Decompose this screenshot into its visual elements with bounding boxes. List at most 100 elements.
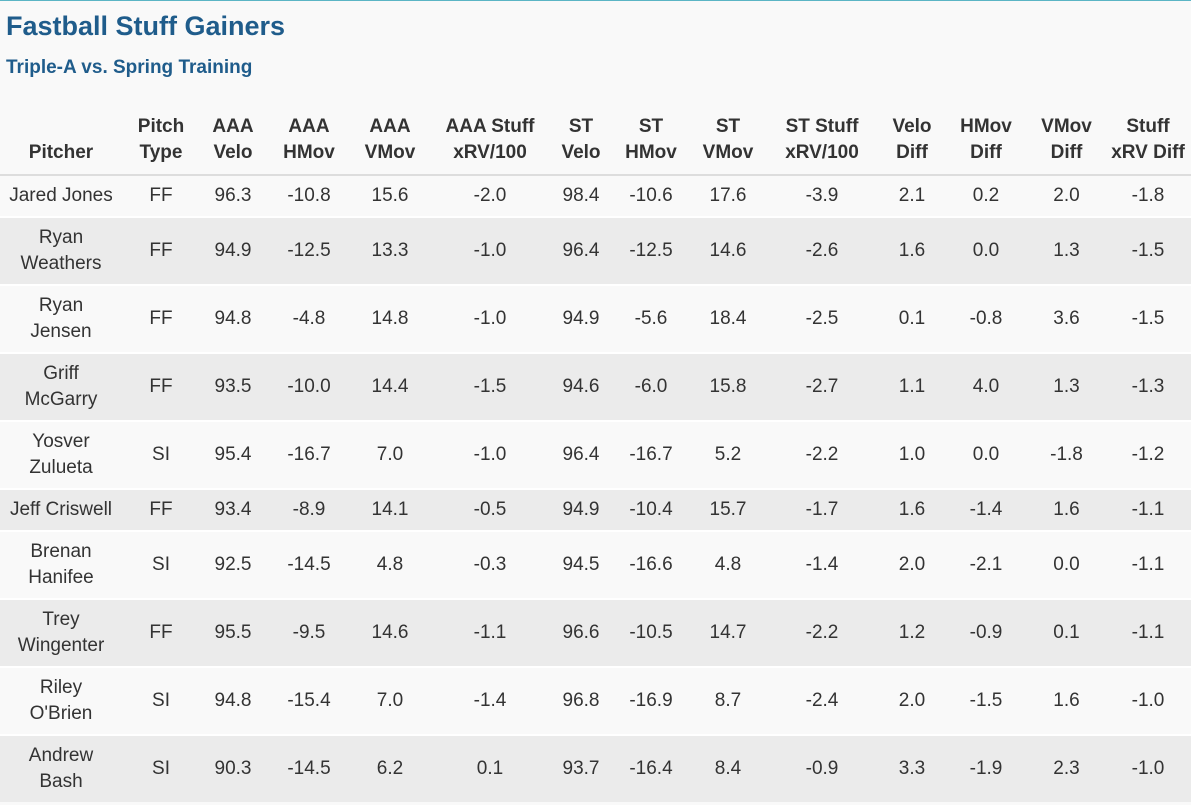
stat-cell: -1.5 <box>944 667 1028 735</box>
stat-cell: -1.5 <box>428 353 552 421</box>
table-row: Jeff Criswell FF 93.4 -8.9 14.1 -0.5 94.9 -10.4… <box>0 489 1191 531</box>
stat-cell: SI <box>122 421 200 489</box>
stat-cell: -16.4 <box>610 735 692 802</box>
stat-cell: 94.9 <box>552 285 610 353</box>
stat-cell: 93.4 <box>200 489 266 531</box>
stat-cell: -1.8 <box>1028 421 1105 489</box>
stat-cell: 14.1 <box>352 489 428 531</box>
stat-cell: -10.5 <box>610 599 692 667</box>
stat-cell: -6.0 <box>610 353 692 421</box>
stat-cell: 96.6 <box>552 599 610 667</box>
stat-cell: -16.7 <box>610 421 692 489</box>
stat-cell: 5.2 <box>692 421 764 489</box>
stat-cell: 96.4 <box>552 217 610 285</box>
stat-cell: 1.3 <box>1028 217 1105 285</box>
stat-cell: 17.6 <box>692 175 764 217</box>
stat-cell: 7.0 <box>352 667 428 735</box>
column-header: AAA HMov <box>266 92 352 176</box>
stat-cell: FF <box>122 175 200 217</box>
header-row: Pitcher Pitch Type AAA Velo AAA HMov AAA VMo… <box>0 92 1191 176</box>
stat-cell: 0.1 <box>880 285 944 353</box>
stat-cell: 94.9 <box>200 217 266 285</box>
stat-cell: -12.5 <box>266 217 352 285</box>
stat-cell: -8.9 <box>266 489 352 531</box>
stat-cell: 8.4 <box>692 735 764 802</box>
stat-cell: -5.6 <box>610 285 692 353</box>
stat-cell: 1.6 <box>1028 489 1105 531</box>
stat-cell: -16.7 <box>266 421 352 489</box>
table-row: Yosver Zulueta SI 95.4 -16.7 7.0 -1.0 96.4 -16.… <box>0 421 1191 489</box>
title: Fastball Stuff Gainers <box>6 11 286 41</box>
stat-cell: SI <box>122 531 200 599</box>
stat-cell: -4.8 <box>266 285 352 353</box>
stat-cell: -1.4 <box>944 489 1028 531</box>
stat-cell: -1.0 <box>428 217 552 285</box>
stat-cell: 96.4 <box>552 421 610 489</box>
stat-cell: 0.1 <box>1028 599 1105 667</box>
stat-cell: 94.5 <box>552 531 610 599</box>
stat-cell: 1.6 <box>880 489 944 531</box>
stat-cell: -0.9 <box>764 735 880 802</box>
stat-cell: 96.8 <box>552 667 610 735</box>
stat-cell: -10.8 <box>266 175 352 217</box>
stat-cell: 0.0 <box>944 421 1028 489</box>
stat-cell: -1.8 <box>1105 175 1191 217</box>
stat-cell: -1.5 <box>1105 285 1191 353</box>
stat-cell: -1.5 <box>1105 217 1191 285</box>
stat-cell: 15.6 <box>352 175 428 217</box>
pitcher-cell: Riley O'Brien <box>0 667 122 735</box>
stat-cell: 1.6 <box>880 217 944 285</box>
column-header: Pitcher <box>0 92 122 176</box>
stat-cell: -2.4 <box>764 667 880 735</box>
stat-cell: 94.8 <box>200 667 266 735</box>
stat-cell: -15.4 <box>266 667 352 735</box>
stat-cell: -16.6 <box>610 531 692 599</box>
stat-cell: -0.5 <box>428 489 552 531</box>
stat-cell: -0.3 <box>428 531 552 599</box>
stat-cell: -1.1 <box>1105 599 1191 667</box>
stat-cell: -2.2 <box>764 599 880 667</box>
pitcher-cell: Jeff Criswell <box>0 489 122 531</box>
stat-cell: 4.8 <box>692 531 764 599</box>
pitcher-cell: Trey Wingenter <box>0 599 122 667</box>
stat-cell: -10.0 <box>266 353 352 421</box>
stat-cell: FF <box>122 489 200 531</box>
column-header: ST Velo <box>552 92 610 176</box>
stat-cell: 2.0 <box>1028 175 1105 217</box>
pitcher-cell: Ryan Weathers <box>0 217 122 285</box>
stat-cell: 7.0 <box>352 421 428 489</box>
table-row: Brenan Hanifee SI 92.5 -14.5 4.8 -0.3 94.5 -16.… <box>0 531 1191 599</box>
table-body: Jared Jones FF 96.3 -10.8 15.6 -2.0 98.4 -10.6 1… <box>0 175 1191 802</box>
pitcher-cell: Griff McGarry <box>0 353 122 421</box>
stat-cell: -16.9 <box>610 667 692 735</box>
pitcher-cell: Ryan Jensen <box>0 285 122 353</box>
stat-cell: 14.7 <box>692 599 764 667</box>
table-row: Ryan Weathers FF 94.9 -12.5 13.3 -1.0 96.4 -12.… <box>0 217 1191 285</box>
table-row: Griff McGarry FF 93.5 -10.0 14.4 -1.5 94.6 -6.0… <box>0 353 1191 421</box>
stat-cell: 93.7 <box>552 735 610 802</box>
table-row: Riley O'Brien SI 94.8 -15.4 7.0 -1.4 96.8 -16.9… <box>0 667 1191 735</box>
pitcher-cell: Andrew Bash <box>0 735 122 802</box>
stat-cell: 1.1 <box>880 353 944 421</box>
stat-cell: 2.1 <box>880 175 944 217</box>
stat-cell: -2.7 <box>764 353 880 421</box>
stat-cell: 95.4 <box>200 421 266 489</box>
stat-cell: 14.4 <box>352 353 428 421</box>
stat-cell: 92.5 <box>200 531 266 599</box>
stat-cell: 3.6 <box>1028 285 1105 353</box>
stat-cell: 94.8 <box>200 285 266 353</box>
column-header: HMov Diff <box>944 92 1028 176</box>
stat-cell: -1.7 <box>764 489 880 531</box>
stat-cell: -9.5 <box>266 599 352 667</box>
stat-cell: -14.5 <box>266 735 352 802</box>
column-header: Velo Diff <box>880 92 944 176</box>
stat-cell: FF <box>122 353 200 421</box>
stat-cell: -2.5 <box>764 285 880 353</box>
stat-cell: 8.7 <box>692 667 764 735</box>
pitcher-cell: Brenan Hanifee <box>0 531 122 599</box>
stat-cell: -1.1 <box>1105 531 1191 599</box>
table-row: Trey Wingenter FF 95.5 -9.5 14.6 -1.1 96.6 -10.… <box>0 599 1191 667</box>
stat-cell: SI <box>122 667 200 735</box>
stat-cell: 1.2 <box>880 599 944 667</box>
stat-cell: -14.5 <box>266 531 352 599</box>
